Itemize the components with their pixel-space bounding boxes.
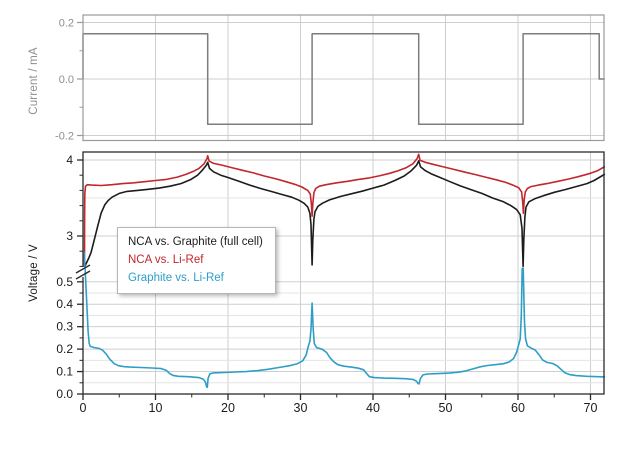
svg-text:0: 0 [80, 401, 87, 415]
top-panel-tick-labels: 0.2 0.0 -0.2 [55, 18, 74, 143]
svg-text:40: 40 [366, 401, 380, 415]
voltage-axis-title: Voltage / V [28, 244, 40, 302]
top-panel-grid [83, 15, 604, 141]
svg-text:3: 3 [66, 229, 73, 243]
nca-vs-graphite-full-cell-trace [82, 160, 606, 272]
legend: NCA vs. Graphite (full cell) NCA vs. Li-… [117, 227, 276, 294]
legend-item-nca: NCA vs. Li-Ref [128, 254, 204, 266]
current-axis-title: Current / mA [28, 47, 40, 115]
svg-text:0.1: 0.1 [56, 365, 73, 379]
svg-text:-0.2: -0.2 [55, 131, 74, 143]
svg-text:0.3: 0.3 [56, 320, 73, 334]
svg-text:0.4: 0.4 [56, 297, 73, 311]
svg-text:0.2: 0.2 [56, 342, 73, 356]
svg-text:0.0: 0.0 [59, 74, 74, 86]
svg-text:0.0: 0.0 [56, 387, 73, 401]
svg-text:70: 70 [584, 401, 598, 415]
current-trace [82, 33, 606, 125]
svg-text:0.5: 0.5 [56, 275, 73, 289]
y-axis-break-icon [75, 264, 91, 280]
top-panel-frame [77, 14, 605, 142]
svg-text:4: 4 [66, 153, 73, 167]
voltage-traces [82, 153, 606, 389]
legend-item-graphite: Graphite vs. Li-Ref [128, 272, 224, 284]
bottom-panel-grid [83, 152, 604, 394]
svg-text:10: 10 [149, 401, 163, 415]
legend-item-full-cell: NCA vs. Graphite (full cell) [128, 236, 263, 248]
nca-vs-li-ref-trace [83, 153, 606, 272]
svg-text:60: 60 [511, 401, 525, 415]
svg-text:20: 20 [221, 401, 235, 415]
svg-text:0.2: 0.2 [59, 18, 74, 30]
graphite-vs-li-ref-trace [83, 251, 606, 389]
bottom-panel-tick-labels: 4 3 0.5 0.4 0.3 0.2 0.1 0.0 0 10 20 30 40 50 60 70 [56, 153, 597, 415]
svg-text:30: 30 [294, 401, 308, 415]
svg-text:50: 50 [439, 401, 453, 415]
